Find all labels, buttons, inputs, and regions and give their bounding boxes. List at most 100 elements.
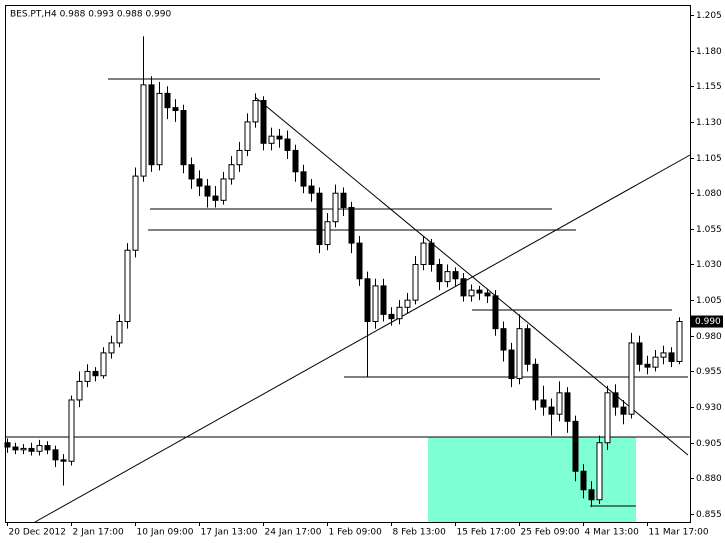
candle-body — [428, 242, 435, 265]
candle-body — [612, 392, 619, 408]
candle-body — [404, 299, 411, 308]
candle-body — [196, 178, 203, 187]
y-tick-label: 0.905 — [696, 439, 722, 449]
candle-body — [652, 356, 659, 368]
x-tick-label: 20 Dec 2012 — [9, 528, 67, 538]
candle-body — [436, 263, 443, 283]
candle-body — [492, 295, 499, 330]
y-tick-label: 1.130 — [696, 118, 722, 128]
candle-body — [324, 221, 331, 246]
x-tick-label: 24 Jan 17:00 — [265, 528, 322, 538]
candle-body — [172, 107, 179, 112]
candle-body — [668, 352, 675, 362]
candle-body — [364, 278, 371, 323]
candle-body — [244, 121, 251, 151]
candle-body — [52, 449, 59, 461]
candle-body — [556, 392, 563, 415]
candle-body — [596, 442, 603, 501]
candle-body — [316, 192, 323, 246]
candle-body — [68, 399, 75, 462]
candle-body — [212, 195, 219, 201]
x-tick-label: 8 Feb 13:00 — [393, 528, 447, 538]
candle-body — [508, 349, 515, 380]
candle-body — [524, 328, 531, 365]
candle-body — [164, 92, 171, 109]
y-tick-label: 1.005 — [696, 296, 722, 306]
candle-body — [588, 489, 595, 501]
x-tick-label: 25 Feb 09:00 — [521, 528, 580, 538]
candle-body — [500, 328, 507, 351]
candle-body — [676, 321, 683, 362]
candle-body — [452, 271, 459, 280]
y-tick-label: 1.180 — [696, 47, 722, 57]
candle-body — [660, 352, 667, 358]
candle-body — [468, 289, 475, 297]
candle-body — [476, 289, 483, 294]
candle-body — [484, 292, 491, 297]
candle-body — [620, 406, 627, 415]
y-tick-label: 1.205 — [696, 11, 722, 21]
candle-body — [532, 363, 539, 401]
candle-body — [204, 185, 211, 197]
candle-body — [12, 446, 19, 451]
candle-body — [268, 135, 275, 144]
candle-body — [380, 285, 387, 315]
y-tick-label: 0.955 — [696, 367, 722, 377]
y-tick-label: 1.030 — [696, 260, 722, 270]
x-tick-label: 15 Feb 17:00 — [457, 528, 516, 538]
candle-body — [180, 110, 187, 166]
candle-body — [116, 321, 123, 344]
candle-body — [140, 84, 147, 177]
candle-body — [276, 135, 283, 140]
candle-body — [156, 92, 163, 166]
candle-body — [44, 445, 51, 451]
candle-body — [260, 100, 267, 144]
candle-body — [132, 175, 139, 251]
candle-body — [644, 363, 651, 368]
y-tick-label: 1.155 — [696, 82, 722, 92]
x-tick-label: 10 Jan 09:00 — [137, 528, 194, 538]
y-tick-label: 0.930 — [696, 403, 722, 413]
candle-body — [292, 149, 299, 173]
candle-body — [148, 84, 155, 166]
candle-body — [348, 206, 355, 244]
candle-body — [28, 447, 35, 452]
candle-body — [252, 100, 259, 123]
candle-body — [228, 164, 235, 180]
candle-body — [396, 306, 403, 320]
candle-body — [580, 470, 587, 491]
candles — [4, 36, 683, 507]
x-tick-label: 11 Mar 17:00 — [649, 528, 709, 538]
y-tick-label: 0.855 — [696, 510, 722, 520]
candle-body — [628, 342, 635, 415]
x-tick-label: 2 Jan 17:00 — [73, 528, 125, 538]
x-tick-label: 17 Jan 13:00 — [201, 528, 258, 538]
candle-body — [76, 380, 83, 401]
candle-body — [388, 313, 395, 320]
candle-body — [356, 242, 363, 280]
candle-body — [20, 447, 27, 451]
candle-body — [300, 171, 307, 187]
candle-body — [548, 406, 555, 415]
candle-body — [36, 445, 43, 452]
candle-body — [564, 392, 571, 422]
candle-body — [332, 192, 339, 223]
trendline — [34, 154, 691, 523]
current-price-box — [691, 315, 723, 328]
candle-body — [60, 459, 67, 462]
candle-body — [460, 278, 467, 297]
candle-body — [540, 399, 547, 408]
candle-body — [372, 285, 379, 323]
candle-body — [308, 185, 315, 194]
candle-body — [284, 138, 291, 151]
candle-body — [340, 192, 347, 208]
candle-body — [108, 342, 115, 354]
y-tick-label: 1.105 — [696, 154, 722, 164]
candle-body — [420, 242, 427, 265]
y-tick-label: 0.880 — [696, 474, 722, 484]
y-tick-label: 0.980 — [696, 332, 722, 342]
y-tick-label: 1.055 — [696, 225, 722, 235]
candle-body — [236, 149, 243, 166]
candle-body — [572, 420, 579, 472]
